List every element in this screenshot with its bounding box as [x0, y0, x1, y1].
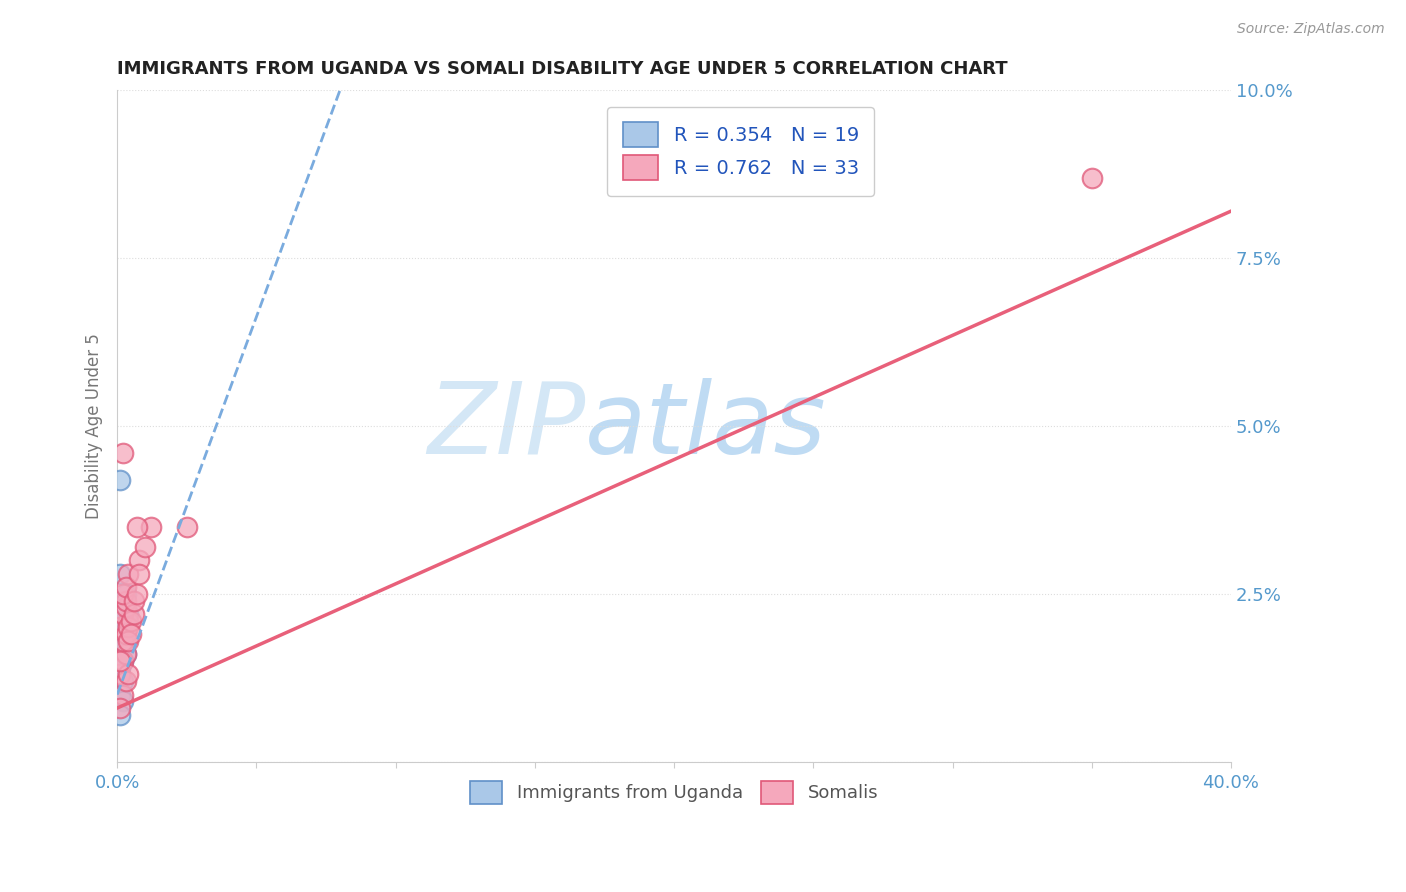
Point [125, 587, 148, 601]
Point [114, 648, 136, 662]
Point [114, 674, 136, 689]
Point [111, 633, 134, 648]
Point [134, 540, 156, 554]
Point [108, 620, 131, 634]
Point [114, 600, 136, 615]
Point [114, 593, 136, 607]
Point [128, 566, 150, 581]
Y-axis label: Disability Age Under 5: Disability Age Under 5 [86, 333, 103, 519]
Point [117, 633, 139, 648]
Point [128, 553, 150, 567]
Point [122, 607, 145, 621]
Point [111, 694, 134, 708]
Point [122, 593, 145, 607]
Point [139, 520, 162, 534]
Text: ZIP: ZIP [427, 377, 585, 475]
Point [176, 520, 198, 534]
Point [114, 587, 136, 601]
Point [108, 566, 131, 581]
Legend: Immigrants from Uganda, Somalis: Immigrants from Uganda, Somalis [461, 772, 887, 814]
Point [114, 633, 136, 648]
Point [111, 607, 134, 621]
Point [111, 620, 134, 634]
Point [108, 701, 131, 715]
Point [117, 667, 139, 681]
Point [108, 667, 131, 681]
Point [111, 674, 134, 689]
Point [114, 614, 136, 628]
Point [111, 446, 134, 460]
Point [117, 614, 139, 628]
Point [108, 661, 131, 675]
Point [111, 654, 134, 668]
Point [114, 648, 136, 662]
Point [114, 627, 136, 641]
Point [114, 580, 136, 594]
Point [111, 688, 134, 702]
Point [111, 627, 134, 641]
Point [108, 607, 131, 621]
Point [111, 640, 134, 655]
Point [111, 654, 134, 668]
Point [117, 620, 139, 634]
Point [111, 587, 134, 601]
Point [108, 473, 131, 487]
Point [125, 520, 148, 534]
Text: IMMIGRANTS FROM UGANDA VS SOMALI DISABILITY AGE UNDER 5 CORRELATION CHART: IMMIGRANTS FROM UGANDA VS SOMALI DISABIL… [117, 60, 1008, 78]
Point [117, 566, 139, 581]
Point [108, 688, 131, 702]
Point [108, 667, 131, 681]
Point [117, 607, 139, 621]
Point [120, 614, 142, 628]
Point [111, 607, 134, 621]
Text: atlas: atlas [585, 377, 827, 475]
Point [108, 654, 131, 668]
Text: Source: ZipAtlas.com: Source: ZipAtlas.com [1237, 22, 1385, 37]
Point [120, 627, 142, 641]
Point [108, 707, 131, 722]
Point [1080, 170, 1102, 185]
